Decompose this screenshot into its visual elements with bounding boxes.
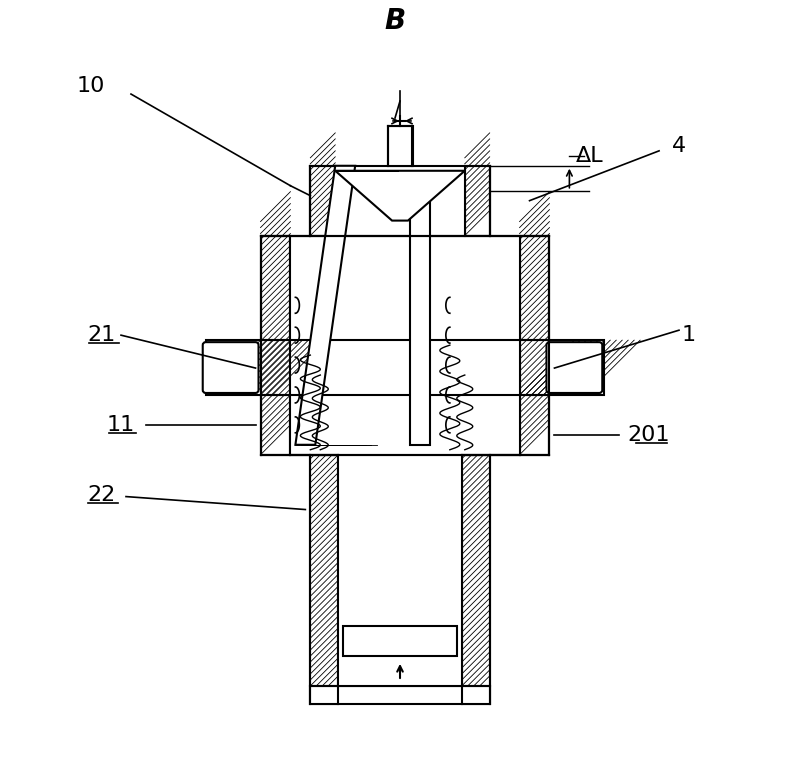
Text: 201: 201 [628, 425, 671, 444]
Text: 1: 1 [682, 325, 696, 345]
Text: 11: 11 [107, 415, 135, 435]
Polygon shape [295, 166, 355, 444]
Bar [310, 166, 335, 236]
Bar [343, 626, 457, 656]
Bar [465, 166, 490, 236]
Bar [335, 166, 465, 236]
Bar [388, 126, 413, 166]
Text: 22: 22 [87, 484, 115, 505]
Text: 10: 10 [77, 76, 106, 96]
Text: 21: 21 [87, 325, 115, 345]
Bar [520, 236, 550, 454]
Bar [339, 454, 462, 686]
Text: B: B [384, 8, 405, 35]
Text: 4: 4 [672, 136, 686, 156]
FancyBboxPatch shape [546, 342, 602, 393]
Bar [260, 236, 290, 454]
Bar [206, 340, 290, 395]
Polygon shape [335, 171, 465, 220]
FancyBboxPatch shape [203, 342, 259, 393]
Bar [290, 236, 520, 454]
Bar [310, 454, 339, 704]
Polygon shape [410, 186, 430, 444]
Text: ΔL: ΔL [575, 146, 603, 166]
Bar [310, 686, 490, 704]
Bar [520, 340, 604, 395]
Bar [462, 454, 490, 704]
